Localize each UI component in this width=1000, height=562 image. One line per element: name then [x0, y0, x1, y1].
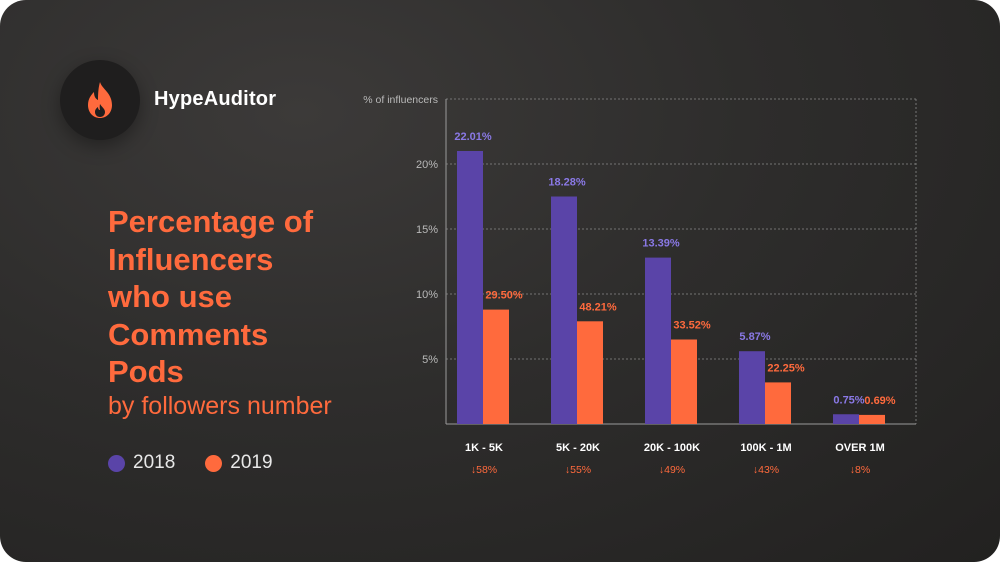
legend-item-2018: 2018	[108, 452, 175, 474]
x-tick-label: 20K - 100K	[644, 442, 700, 454]
legend-label: 2019	[230, 452, 273, 473]
legend-swatch	[205, 454, 223, 472]
change-label: ↓8%	[850, 464, 870, 476]
page-title: Percentage of Influencers who use Commen…	[108, 203, 408, 391]
flame-icon	[88, 82, 112, 118]
data-label-2019: 0.69%	[864, 395, 895, 407]
x-tick-labels: 1K - 5K ↓58% 5K - 20K ↓55% 20K - 100K ↓49% 100…	[465, 442, 885, 476]
change-label: ↓55%	[565, 464, 591, 476]
bar-2018	[833, 414, 859, 424]
title-line: Pods	[108, 354, 184, 389]
bar-2018	[457, 151, 483, 424]
legend-swatch	[108, 454, 125, 472]
data-label-2018: 13.39%	[642, 238, 680, 250]
chart-legend: 2018 2019	[108, 452, 303, 474]
y-tick-label: 15%	[416, 224, 438, 236]
data-label-2019: 29.50%	[485, 290, 523, 302]
y-axis-label: % of influencers	[363, 94, 438, 106]
brand-name: HypeAuditor	[154, 88, 277, 110]
bar-2018	[551, 196, 577, 424]
x-tick-label: OVER 1M	[835, 442, 885, 454]
bar-2019	[765, 382, 791, 424]
title-line: Percentage of	[108, 204, 314, 239]
legend-label: 2018	[133, 452, 176, 473]
bar-2019	[859, 414, 885, 424]
bar-2019	[671, 339, 697, 424]
page-subtitle: by followers number	[108, 392, 332, 420]
y-tick-label: 10%	[416, 289, 438, 301]
change-label: ↓43%	[753, 464, 779, 476]
title-line: who use	[108, 279, 233, 314]
change-label: ↓58%	[471, 464, 497, 476]
y-tick-label: 20%	[416, 159, 438, 171]
bar-2018	[739, 351, 765, 424]
data-label-2018: 5.87%	[739, 331, 770, 343]
bar-2019	[577, 321, 603, 424]
title-line: Comments	[108, 316, 269, 352]
data-label-2019: 22.25%	[767, 362, 805, 374]
title-line: Influencers	[108, 241, 274, 277]
bar-2019	[483, 309, 509, 424]
data-label-2018: 18.28%	[548, 177, 586, 189]
data-label-2019: 33.52%	[673, 320, 711, 332]
legend-item-2019: 2019	[205, 452, 273, 474]
x-tick-label: 100K - 1M	[740, 442, 791, 454]
x-tick-label: 1K - 5K	[465, 442, 503, 454]
data-label-2018: 0.75%	[833, 394, 864, 406]
change-label: ↓49%	[659, 464, 685, 476]
logo-badge	[60, 60, 140, 140]
data-label-2019: 48.21%	[579, 301, 617, 313]
x-tick-label: 5K - 20K	[556, 442, 600, 454]
y-tick-label: 5%	[422, 354, 438, 366]
bar-2018	[645, 257, 671, 424]
bar-layer: 22.01% 29.50% 18.28% 48.21% 13.39% 33.52% 5.87…	[454, 131, 896, 424]
data-label-2018: 22.01%	[454, 131, 492, 143]
